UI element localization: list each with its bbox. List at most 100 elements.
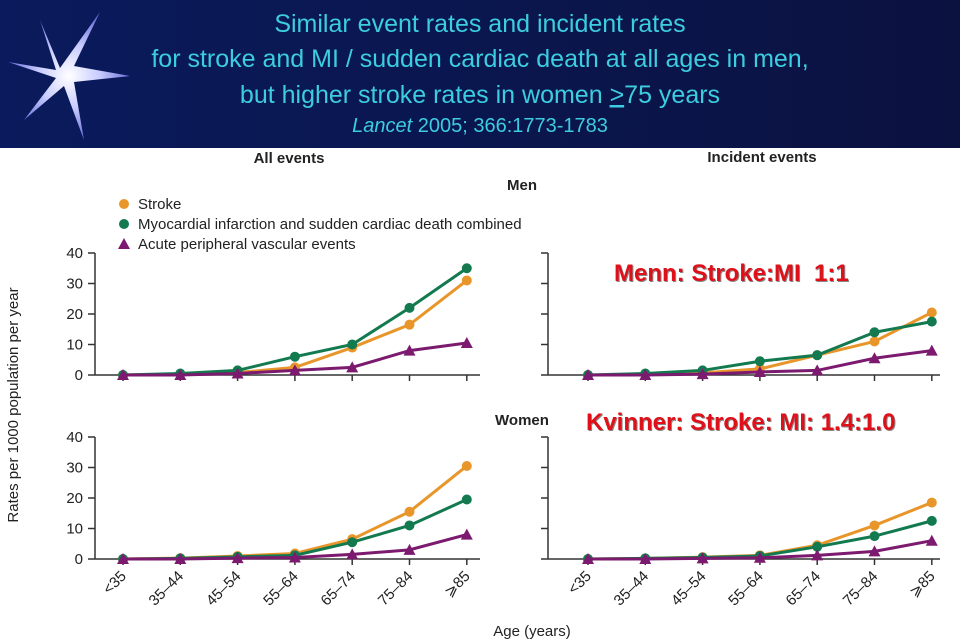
title-part: but higher stroke rates in women	[240, 81, 610, 109]
data-point	[812, 350, 823, 361]
x-tick-label: <35	[100, 568, 130, 598]
data-point	[231, 367, 244, 379]
data-point	[754, 356, 765, 367]
legend-marker	[119, 199, 129, 209]
data-point	[403, 344, 416, 356]
data-point	[925, 344, 938, 356]
reference: Lancet 2005; 366:1773-1783	[352, 115, 608, 137]
annotation: Menn: Stroke:MI 1:1	[614, 260, 849, 287]
star-icon	[8, 12, 130, 140]
title-line: Similar event rates and incident rates	[274, 10, 685, 38]
x-tick-label: <35	[565, 568, 595, 598]
data-point	[174, 553, 187, 564]
title-line: for stroke and MI / sudden cardiac death…	[151, 45, 808, 73]
data-point	[926, 497, 937, 508]
data-point	[117, 369, 129, 380]
data-point	[288, 551, 301, 563]
data-point	[582, 553, 594, 564]
y-tick-label: 40	[66, 245, 83, 262]
column-title: All events	[254, 150, 325, 167]
x-tick-label: 45–54	[668, 568, 710, 610]
row-title: Men	[507, 177, 537, 194]
data-point	[925, 534, 938, 546]
data-point	[404, 520, 415, 531]
data-point	[639, 369, 652, 380]
x-tick-label: 65–74	[783, 568, 825, 610]
x-tick-label: 35–44	[146, 568, 188, 610]
y-tick-label: 0	[75, 551, 83, 568]
x-tick-label: 55–64	[725, 568, 767, 610]
header-band	[0, 0, 960, 148]
reference-part: Lancet	[352, 115, 413, 137]
data-point	[347, 339, 358, 350]
y-tick-label: 10	[66, 521, 83, 538]
data-point	[117, 553, 129, 564]
y-tick-label: 20	[66, 306, 83, 323]
data-point	[868, 545, 881, 557]
data-point	[869, 520, 880, 531]
data-point	[869, 336, 880, 347]
legend-marker	[118, 238, 130, 249]
data-point	[753, 551, 766, 563]
data-point	[347, 537, 358, 548]
data-point	[639, 553, 652, 564]
data-point	[461, 275, 472, 286]
data-point	[868, 352, 881, 364]
data-point	[926, 515, 937, 526]
data-point	[869, 531, 880, 542]
y-tick-label: 40	[66, 429, 83, 446]
annotation: Kvinner: Stroke: MI: 1.4:1.0	[586, 409, 895, 436]
data-point	[460, 528, 473, 540]
y-tick-label: 30	[66, 276, 83, 293]
x-tick-label: ⩾85	[441, 568, 474, 601]
legend-label: Acute peripheral vascular events	[138, 236, 356, 253]
data-point	[926, 307, 937, 318]
data-point	[461, 263, 472, 274]
y-tick-label: 30	[66, 460, 83, 477]
column-title: Incident events	[707, 149, 816, 166]
x-tick-label: 75–84	[840, 568, 882, 610]
y-axis-label: Rates per 1000 population per year	[5, 287, 22, 522]
data-point	[404, 319, 415, 330]
data-point	[346, 548, 359, 560]
data-point	[696, 552, 709, 564]
y-tick-label: 0	[75, 367, 83, 384]
title-line: but higher stroke rates in women >75 yea…	[240, 81, 720, 109]
data-point	[926, 316, 937, 327]
legend-label: Myocardial infarction and sudden cardiac…	[138, 216, 522, 233]
data-point	[869, 327, 880, 338]
legend-label: Stroke	[138, 196, 181, 213]
x-tick-label: 65–74	[318, 568, 360, 610]
data-point	[811, 364, 824, 376]
data-point	[696, 368, 709, 380]
x-tick-label: 75–84	[375, 568, 417, 610]
data-point	[812, 541, 823, 552]
row-title: Women	[495, 412, 549, 429]
title-part: >	[610, 81, 625, 109]
reference-part: 2005; 366:1773-1783	[412, 115, 608, 137]
data-point	[231, 552, 244, 564]
x-tick-label: 45–54	[203, 568, 245, 610]
title-part: 75 years	[624, 81, 720, 109]
data-point	[753, 365, 766, 377]
legend-marker	[119, 219, 129, 229]
data-point	[582, 369, 594, 380]
data-point	[346, 361, 359, 373]
data-point	[811, 549, 824, 561]
x-axis-label: Age (years)	[493, 623, 571, 640]
data-point	[404, 506, 415, 517]
data-point	[461, 494, 472, 505]
data-point	[174, 369, 187, 380]
data-point	[288, 364, 301, 376]
y-tick-label: 20	[66, 490, 83, 507]
series-line	[122, 464, 468, 561]
data-point	[460, 336, 473, 348]
data-point	[461, 460, 472, 471]
data-point	[404, 302, 415, 313]
data-point	[403, 543, 416, 555]
x-tick-label: 55–64	[260, 568, 302, 610]
x-tick-label: 35–44	[611, 568, 653, 610]
data-point	[289, 351, 300, 362]
y-tick-label: 10	[66, 337, 83, 354]
